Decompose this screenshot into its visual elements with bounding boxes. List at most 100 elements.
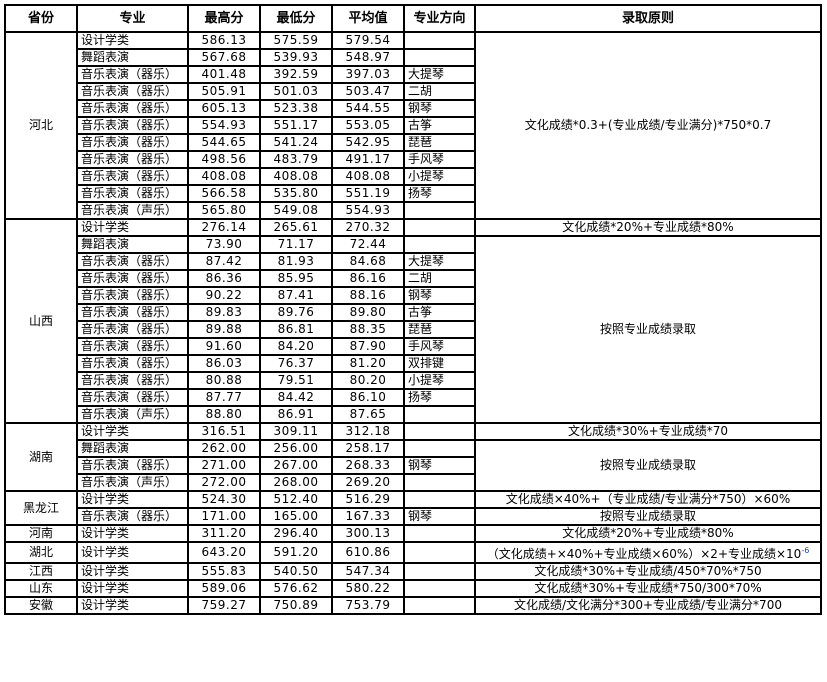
direction-cell (403, 541, 476, 564)
major-cell: 音乐表演（器乐） (76, 286, 189, 305)
avg-score-cell: 408.08 (331, 167, 405, 186)
avg-score-cell: 547.34 (331, 562, 405, 581)
direction-cell (403, 48, 476, 67)
table-row: 音乐表演（器乐） 90.22 87.41 88.16 钢琴 (5, 286, 821, 305)
table-row: 音乐表演（器乐） 86.03 76.37 81.20 双排键 (5, 354, 821, 373)
admission-rule-text: 按照专业成绩录取 (599, 509, 696, 523)
avg-score-cell: 80.20 (331, 371, 405, 390)
table-row: 舞蹈表演 73.90 71.17 72.44 按照专业成绩录取 (5, 235, 822, 424)
major-cell: 舞蹈表演 (76, 235, 189, 254)
min-score-cell: 71.17 (259, 235, 333, 254)
avg-score-cell: 269.20 (331, 473, 405, 492)
max-score-cell: 524.30 (187, 490, 261, 509)
min-score-cell: 750.89 (259, 596, 333, 615)
table-row: 音乐表演（器乐） 87.42 81.93 84.68 大提琴 (5, 252, 821, 271)
max-score-cell: 759.27 (187, 596, 261, 615)
avg-score-cell: 579.54 (331, 31, 405, 50)
admission-rule-cell: 文化成绩*30%+专业成绩*750/300*70% (474, 579, 822, 598)
direction-cell (403, 562, 476, 581)
min-score-cell: 79.51 (259, 371, 333, 390)
direction-cell (403, 201, 476, 220)
major-cell: 设计学类 (76, 490, 189, 509)
max-score-cell: 171.00 (187, 507, 261, 526)
avg-score-cell: 312.18 (331, 422, 405, 441)
min-score-cell: 501.03 (259, 82, 333, 101)
table-row: 音乐表演（器乐） 89.88 86.81 88.35 琵琶 (5, 320, 821, 339)
major-cell: 音乐表演（器乐） (76, 388, 189, 407)
direction-cell (403, 490, 476, 509)
max-score-cell: 272.00 (187, 473, 261, 492)
table-row: 音乐表演（声乐） 272.00 268.00 269.20 (5, 473, 821, 492)
admission-rule-text: 文化成绩*20%+专业成绩*80% (562, 526, 734, 540)
avg-score-cell: 167.33 (331, 507, 405, 526)
avg-score-cell: 84.68 (331, 252, 405, 271)
direction-cell: 手风琴 (403, 150, 476, 169)
max-score-cell: 316.51 (187, 422, 261, 441)
max-score-cell: 565.80 (187, 201, 261, 220)
min-score-cell: 268.00 (259, 473, 333, 492)
avg-score-cell: 300.13 (331, 524, 405, 543)
admission-rule-text: 文化成绩/文化满分*300+专业成绩/专业满分*700 (514, 598, 782, 612)
table-row: 音乐表演（器乐） 89.83 89.76 89.80 古筝 (5, 303, 821, 322)
min-score-cell: 265.61 (259, 218, 333, 237)
direction-cell: 琵琶 (403, 133, 476, 152)
major-cell: 音乐表演（器乐） (76, 337, 189, 356)
avg-score-cell: 268.33 (331, 456, 405, 475)
direction-cell: 钢琴 (403, 507, 476, 526)
table-row: 音乐表演（器乐） 408.08 408.08 408.08 小提琴 (5, 167, 821, 186)
direction-cell (403, 439, 476, 458)
major-cell: 音乐表演（声乐） (76, 473, 189, 492)
max-score-cell: 586.13 (187, 31, 261, 50)
admission-rule-text: （文化成绩+×40%+专业成绩×60%）×2+专业成绩×10 (486, 547, 802, 561)
major-cell: 音乐表演（器乐） (76, 150, 189, 169)
admission-rule-cell: 文化成绩*30%+专业成绩/450*70%*750 (474, 562, 822, 581)
min-score-cell: 540.50 (259, 562, 333, 581)
table-row: 音乐表演（器乐） 91.60 84.20 87.90 手风琴 (5, 337, 821, 356)
province-cell: 湖北 (4, 541, 78, 564)
direction-cell: 小提琴 (403, 371, 476, 390)
avg-score-cell: 86.16 (331, 269, 405, 288)
major-cell: 音乐表演（器乐） (76, 320, 189, 339)
admission-rule-cell: 文化成绩*20%+专业成绩*80% (474, 218, 822, 237)
direction-cell: 钢琴 (403, 99, 476, 118)
admission-rule-cell: 文化成绩*30%+专业成绩*70 (474, 422, 822, 441)
max-score-cell: 86.36 (187, 269, 261, 288)
admission-rule-text: 按照专业成绩录取 (599, 322, 696, 336)
min-score-cell: 256.00 (259, 439, 333, 458)
admission-score-table: 省份 专业 最高分 最低分 平均值 专业方向 录取原则 河北 设计学类 586.13… (4, 4, 822, 615)
table-row: 河北 设计学类 586.13 575.59 579.54 文化成绩*0.3+(专业成绩/专… (4, 31, 822, 220)
min-score-cell: 535.80 (259, 184, 333, 203)
major-cell: 音乐表演（器乐） (76, 456, 189, 475)
table-row: 音乐表演（声乐） 565.80 549.08 554.93 (5, 201, 821, 220)
min-score-cell: 84.20 (259, 337, 333, 356)
avg-score-cell: 551.19 (331, 184, 405, 203)
admission-rule-cell: 按照专业成绩录取 (474, 439, 822, 492)
admission-rule-text: 文化成绩*20%+专业成绩*80% (562, 220, 734, 234)
max-score-cell: 566.58 (187, 184, 261, 203)
table-row: 音乐表演（器乐） 80.88 79.51 80.20 小提琴 (5, 371, 821, 390)
avg-score-cell: 516.29 (331, 490, 405, 509)
min-score-cell: 87.41 (259, 286, 333, 305)
admission-rule-cell: 文化成绩/文化满分*300+专业成绩/专业满分*700 (474, 596, 822, 615)
avg-score-cell: 397.03 (331, 65, 405, 84)
table-row: 音乐表演（器乐） 86.36 85.95 86.16 二胡 (5, 269, 821, 288)
header-avg-score: 平均值 (331, 4, 405, 33)
admission-rule-text: 文化成绩*0.3+(专业成绩/专业满分)*750*0.7 (524, 118, 772, 132)
max-score-cell: 262.00 (187, 439, 261, 458)
major-cell: 设计学类 (76, 422, 189, 441)
table-row: 舞蹈表演 567.68 539.93 548.97 (5, 48, 821, 67)
table-row: 音乐表演（器乐） 554.93 551.17 553.05 古筝 (5, 116, 821, 135)
major-cell: 音乐表演（声乐） (76, 405, 189, 424)
header-major: 专业 (76, 4, 189, 33)
table-row: 舞蹈表演 262.00 256.00 258.17 按照专业成绩录取 (5, 439, 822, 492)
admission-rule-cell: 文化成绩*0.3+(专业成绩/专业满分)*750*0.7 (474, 31, 822, 220)
table-row: 音乐表演（器乐） 271.00 267.00 268.33 钢琴 (5, 456, 821, 475)
max-score-cell: 73.90 (187, 235, 261, 254)
table-row: 音乐表演（器乐） 87.77 84.42 86.10 扬琴 (5, 388, 821, 407)
direction-cell: 古筝 (403, 116, 476, 135)
avg-score-cell: 88.16 (331, 286, 405, 305)
province-cell: 河南 (4, 524, 78, 543)
province-cell: 湖南 (4, 422, 78, 492)
avg-score-cell: 72.44 (331, 235, 405, 254)
min-score-cell: 392.59 (259, 65, 333, 84)
